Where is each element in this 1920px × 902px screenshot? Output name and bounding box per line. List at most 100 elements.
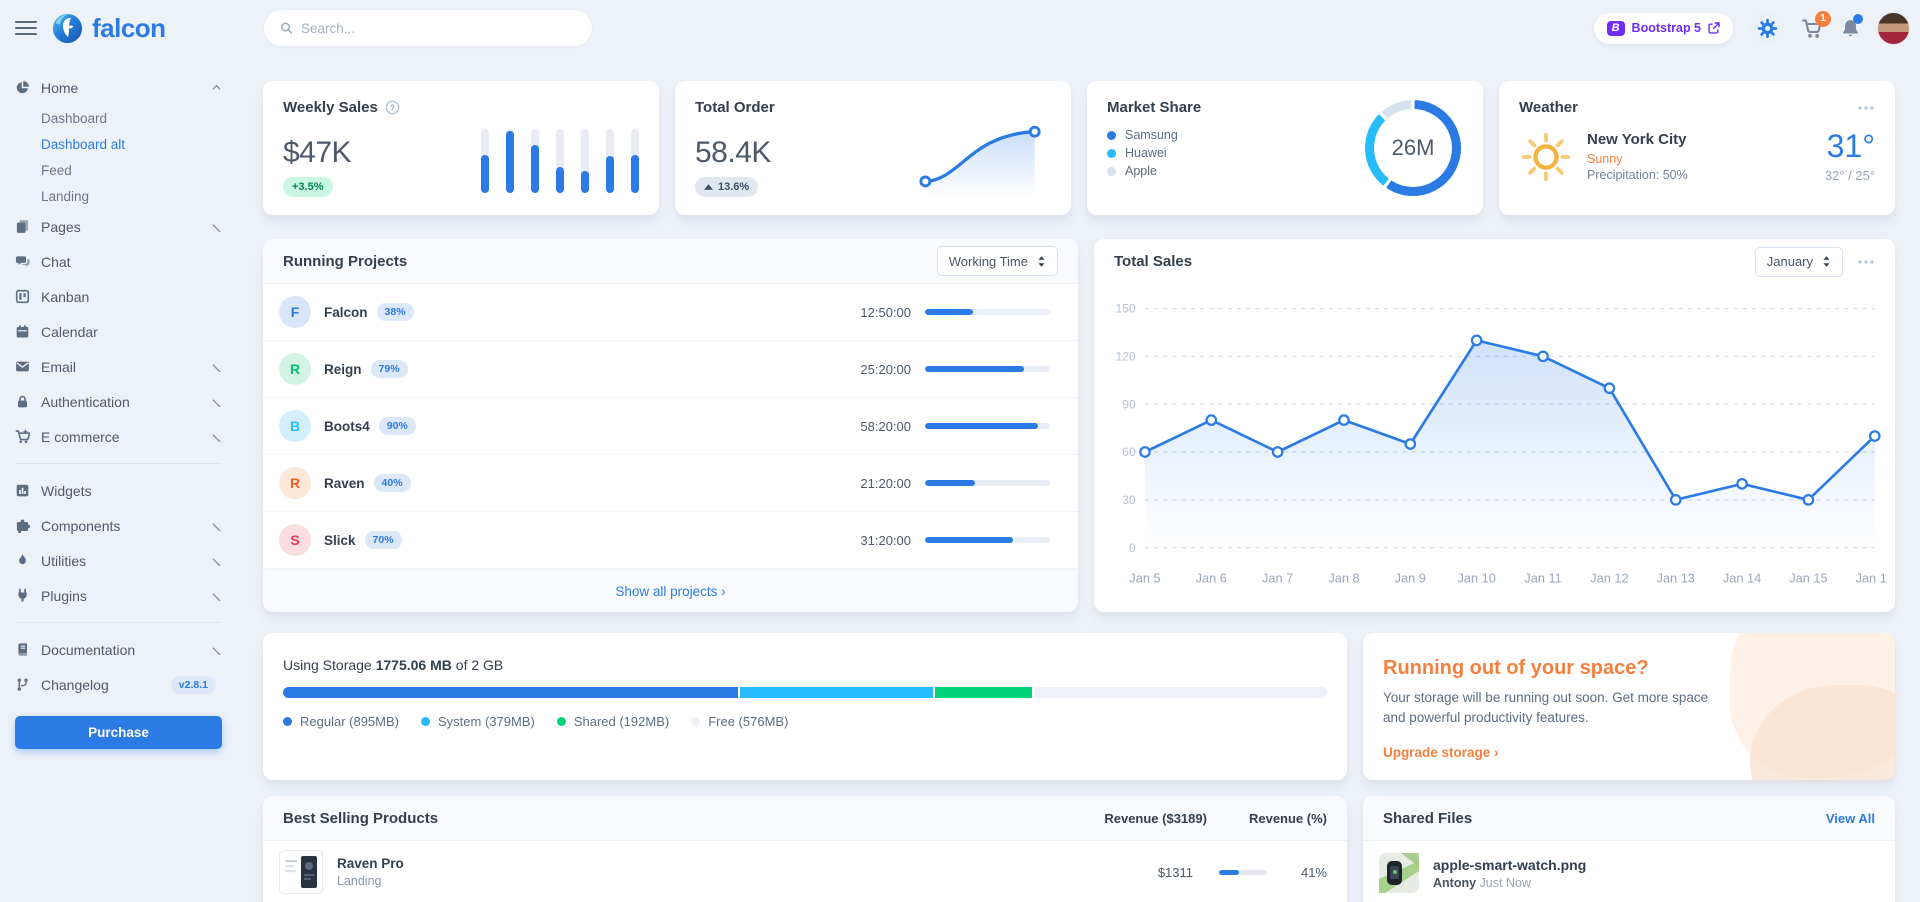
sidebar-item-landing[interactable]: Landing xyxy=(41,188,90,204)
flame-icon xyxy=(19,554,26,565)
market-share-card: Market Share Samsung Huawei Apple 26M xyxy=(1087,81,1483,215)
project-row: R Reign 79% 25:20:00 xyxy=(263,341,1078,398)
legend-item: Samsung xyxy=(1107,126,1463,144)
svg-text:Jan 11: Jan 11 xyxy=(1524,570,1561,585)
brand-name: falcon xyxy=(92,12,166,43)
sidebar-item-email[interactable]: Email xyxy=(15,349,222,384)
project-name-link[interactable]: Slick xyxy=(324,532,356,548)
svg-text:Jan 14: Jan 14 xyxy=(1723,570,1761,585)
card-menu-icon[interactable] xyxy=(1857,259,1875,265)
lock-icon xyxy=(18,395,27,408)
space-upgrade-body: Your storage will be running out soon. G… xyxy=(1383,690,1709,725)
svg-text:150: 150 xyxy=(1115,302,1136,316)
notifications-button[interactable] xyxy=(1840,13,1863,39)
user-avatar[interactable] xyxy=(1877,11,1910,45)
month-select[interactable]: January xyxy=(1754,246,1843,277)
chevron-down-icon xyxy=(212,593,221,601)
legend-dot xyxy=(1107,130,1116,140)
sun-icon xyxy=(1521,132,1571,181)
upgrade-storage-link[interactable]: Upgrade storage › xyxy=(1383,745,1499,761)
total-order-change-badge: 13.6% xyxy=(695,177,759,197)
storage-legend-item: Shared (192MB) xyxy=(556,714,669,729)
show-all-projects-link[interactable]: Show all projects › xyxy=(615,583,726,599)
product-name-link[interactable]: Raven Pro xyxy=(337,856,404,871)
storage-title: Using Storage 1775.06 MB of 2 GB xyxy=(283,657,504,673)
storage-used-value: 1775.06 MB xyxy=(375,657,452,673)
file-thumbnail[interactable] xyxy=(1379,853,1419,893)
project-progress-bar xyxy=(925,537,1050,543)
search-input[interactable] xyxy=(301,20,576,36)
sidebar-item-plugins[interactable]: Plugins xyxy=(15,578,222,613)
storage-segment-shared xyxy=(934,687,1033,698)
bootstrap5-badge[interactable]: B Bootstrap 5 xyxy=(1593,12,1733,44)
sidebar-item-utilities[interactable]: Utilities xyxy=(15,543,222,578)
storage-legend-item: Free (576MB) xyxy=(691,714,788,729)
purchase-button[interactable]: Purchase xyxy=(15,716,222,749)
legend-dot xyxy=(1107,166,1116,176)
sidebar-item-chat[interactable]: Chat xyxy=(15,244,222,279)
storage-segment-regular xyxy=(283,687,738,698)
falcon-logo[interactable]: falcon xyxy=(51,12,166,45)
sidebar-item-calendar[interactable]: Calendar xyxy=(15,314,222,349)
project-name-link[interactable]: Falcon xyxy=(324,304,368,320)
working-time-select[interactable]: Working Time xyxy=(936,246,1058,276)
cart-icon xyxy=(15,429,30,444)
sidebar-item-label: Documentation xyxy=(41,641,136,658)
shared-files-title: Shared Files xyxy=(1383,809,1473,827)
project-name-link[interactable]: Boots4 xyxy=(324,418,370,434)
cart-count-badge: 1 xyxy=(1815,10,1831,27)
mini-bar xyxy=(556,129,564,193)
help-icon[interactable]: ? xyxy=(385,100,400,115)
sidebar-item-feed[interactable]: Feed xyxy=(41,162,72,178)
chevron-down-icon xyxy=(212,399,221,407)
sidebar-item-kanban[interactable]: Kanban xyxy=(15,279,222,314)
legend-dot xyxy=(691,717,701,726)
weather-precipitation: Precipitation: 50% xyxy=(1587,168,1688,182)
mini-bar xyxy=(631,129,639,193)
hamburger-menu-icon[interactable] xyxy=(15,20,37,36)
sidebar-item-components[interactable]: Components xyxy=(15,508,222,543)
view-all-link[interactable]: View All xyxy=(1825,810,1875,826)
topbar-right: B Bootstrap 5 1 xyxy=(1593,10,1910,46)
sidebar-item-home[interactable]: Home xyxy=(15,70,222,105)
settings-gear-button[interactable] xyxy=(1749,10,1785,46)
svg-text:Jan 6: Jan 6 xyxy=(1196,570,1227,585)
chevron-down-icon xyxy=(212,364,221,372)
shopping-cart-icon xyxy=(1802,19,1822,38)
storage-legend: Regular (895MB) System (379MB) Shared (192… xyxy=(275,714,1327,729)
cart-button[interactable]: 1 xyxy=(1801,10,1831,39)
project-avatar: R xyxy=(279,467,311,499)
svg-text:90: 90 xyxy=(1122,397,1136,411)
weekly-sales-title: Weekly Sales xyxy=(283,99,378,116)
product-thumbnail[interactable] xyxy=(279,850,323,894)
sidebar-item-documentation[interactable]: Documentation xyxy=(15,632,222,667)
sidebar-item-label: Chat xyxy=(41,253,71,270)
sidebar-item-e-commerce[interactable]: E commerce xyxy=(15,419,222,454)
running-projects-title: Running Projects xyxy=(283,252,408,270)
sidebar-divider xyxy=(15,622,222,623)
project-time: 58:20:00 xyxy=(860,418,911,434)
best-selling-title: Best Selling Products xyxy=(283,809,439,827)
falcon-logo-mark-icon xyxy=(52,13,83,43)
sidebar-item-widgets[interactable]: Widgets xyxy=(15,473,222,508)
search-box[interactable] xyxy=(263,9,593,47)
card-menu-icon[interactable] xyxy=(1857,105,1875,111)
product-category-link[interactable]: Landing xyxy=(337,874,382,888)
sidebar-item-dashboard-alt[interactable]: Dashboard alt xyxy=(41,136,126,152)
file-owner[interactable]: Antony xyxy=(1433,875,1477,890)
project-name-link[interactable]: Reign xyxy=(324,361,362,377)
sidebar-item-authentication[interactable]: Authentication xyxy=(15,384,222,419)
sidebar-item-dashboard[interactable]: Dashboard xyxy=(41,110,108,126)
product-revenue-percent: 41% xyxy=(1300,864,1327,880)
file-name-link[interactable]: apple-smart-watch.png xyxy=(1433,856,1587,873)
sidebar-item-label: E commerce xyxy=(41,428,120,445)
sidebar-item-pages[interactable]: Pages xyxy=(15,209,222,244)
svg-text:Jan 7: Jan 7 xyxy=(1262,570,1293,585)
file-timestamp: Just Now xyxy=(1479,875,1531,890)
mini-bar xyxy=(581,129,589,193)
sidebar-item-changelog[interactable]: Changelog v2.8.1 xyxy=(15,667,222,702)
legend-dot xyxy=(556,717,566,726)
project-percent-badge: 79% xyxy=(370,360,408,378)
project-name-link[interactable]: Raven xyxy=(324,475,365,491)
